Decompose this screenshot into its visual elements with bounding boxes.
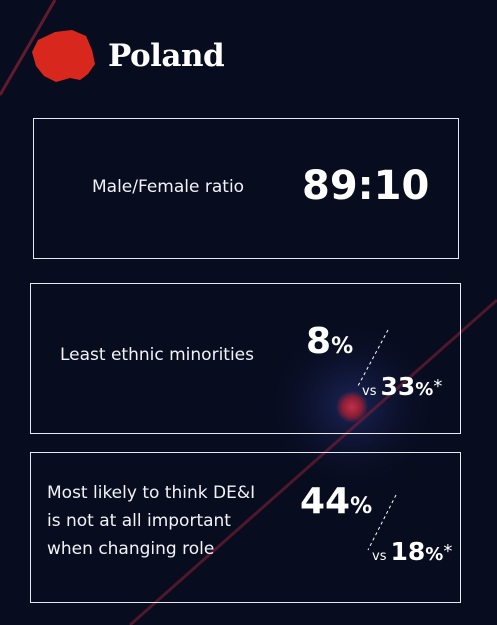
stat-value: 89:10	[302, 163, 430, 209]
decor-dot	[336, 391, 368, 423]
label-line: is not at all important	[47, 511, 231, 531]
unit: %	[425, 544, 444, 565]
label-line: Most likely to think DE&I	[47, 483, 256, 503]
stat-label: Least ethnic minorities	[60, 341, 254, 369]
comparison-value: 33	[380, 372, 416, 401]
footnote-mark: *	[443, 541, 453, 562]
decor-line	[0, 0, 57, 96]
label-line: Least ethnic minorities	[60, 345, 254, 365]
stat-value: 8%	[306, 322, 353, 367]
footnote-mark: *	[433, 376, 443, 397]
poland-map	[32, 30, 95, 82]
stat-box	[33, 118, 459, 259]
label-line: Male/Female ratio	[92, 177, 245, 197]
stat-label: Male/Female ratio	[92, 173, 244, 201]
label-line: when changing role	[47, 539, 215, 559]
value: 44	[300, 481, 351, 522]
unit: %	[331, 334, 354, 359]
stat-box	[30, 452, 461, 603]
title: Poland	[108, 38, 225, 74]
divider	[357, 329, 389, 387]
unit: %	[415, 379, 434, 400]
vs: vs	[372, 549, 387, 564]
value: 8	[306, 321, 332, 362]
stat-label: Most likely to think DE&I is not at all …	[47, 479, 255, 563]
divider	[367, 494, 397, 551]
unit: %	[350, 494, 373, 519]
comparison-value: 18	[390, 537, 426, 566]
vs: vs	[362, 384, 377, 399]
comparison: vs 33%*	[362, 372, 442, 407]
stat-value: 44%	[300, 482, 372, 527]
comparison: vs 18%*	[372, 537, 452, 572]
stat-box	[30, 283, 461, 434]
decor-line	[129, 298, 497, 625]
